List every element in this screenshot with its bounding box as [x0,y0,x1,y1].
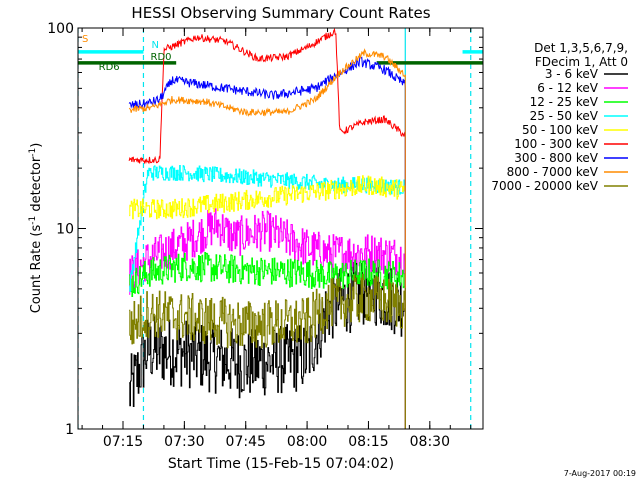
legend-label-2: 12 - 25 keV [530,95,599,109]
series-line-6 [128,56,406,429]
x-tick-label-2: 07:45 [226,434,266,450]
series-line-5 [128,28,406,429]
series-line-4 [129,175,406,429]
legend-label-0: 3 - 6 keV [545,67,599,81]
legend-label-5: 100 - 300 keV [514,137,598,151]
annotation-2: RD0 [151,52,172,63]
y-tick-label-1: 10 [56,222,74,238]
x-tick-label-1: 07:30 [164,434,204,450]
annotation-0: S [82,34,88,45]
x-tick-label-0: 07:15 [103,434,143,450]
x-tick-label-5: 08:30 [410,434,450,450]
axes-layer: 1 10 100 07:15 07:30 07:45 08:00 08:15 08:30 [47,21,483,450]
series-line-2 [129,252,406,429]
series-line-8 [129,273,406,429]
legend-label-4: 50 - 100 keV [522,123,599,137]
x-axis-label: Start Time (15-Feb-15 07:04:02) [168,456,394,472]
legend-label-8: 7000 - 20000 keV [491,179,598,193]
y-axis-label: Count Rate (s-1 detector-1) [28,143,44,314]
legend-label-1: 6 - 12 keV [537,81,599,95]
y-tick-label-2: 100 [47,21,74,37]
x-tick-label-3: 08:00 [287,434,327,450]
legend: Det 1,3,5,6,7,9,FDecim 1, Att 03 - 6 keV… [491,41,628,193]
chart-title: HESSI Observing Summary Count Rates [131,4,430,22]
legend-header-1: FDecim 1, Att 0 [535,55,628,69]
footer-date: 7-Aug-2017 00:19 [564,469,636,478]
y-tick-label-0: 1 [65,422,74,438]
annotation-3: RD6 [99,62,120,73]
annotation-1: N [152,40,159,51]
legend-label-6: 300 - 800 keV [514,151,598,165]
series-line-7 [128,48,406,429]
legend-label-7: 800 - 7000 keV [507,165,599,179]
legend-label-3: 25 - 50 keV [530,109,599,123]
legend-header-0: Det 1,3,5,6,7,9, [534,41,628,55]
x-tick-label-4: 08:15 [348,434,388,450]
